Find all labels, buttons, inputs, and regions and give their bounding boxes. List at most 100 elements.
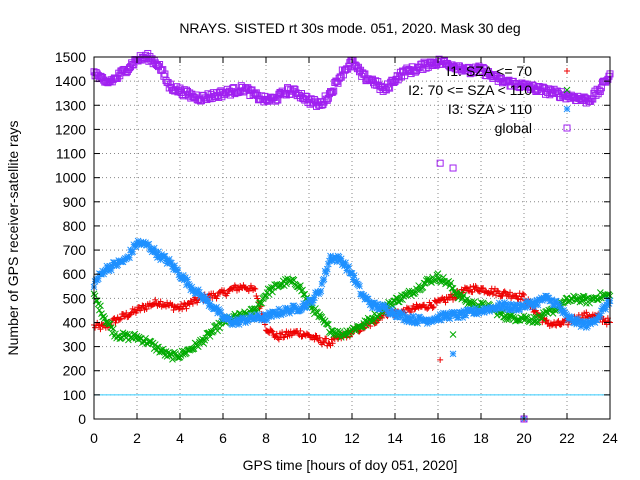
data-point <box>157 346 165 354</box>
data-point <box>429 304 436 311</box>
data-point <box>583 309 590 316</box>
data-point <box>97 302 104 310</box>
data-point <box>297 327 304 334</box>
x-ticks: 0 2 4 6 8 10 12 14 16 18 20 22 24 <box>90 57 618 446</box>
data-point <box>430 304 437 311</box>
data-point <box>96 306 103 314</box>
series-i3-sza-110 <box>90 237 614 331</box>
x-tick-label: 0 <box>90 430 98 446</box>
x-tick-label: 8 <box>262 430 270 446</box>
y-tick-label: 1200 <box>55 121 86 137</box>
data-point <box>281 334 288 341</box>
legend-label: I1: SZA <= 70 <box>446 63 532 79</box>
data-point <box>501 288 508 295</box>
data-point <box>359 69 367 77</box>
data-point <box>188 345 196 353</box>
data-point <box>155 343 162 351</box>
data-point <box>272 97 280 105</box>
legend: I1: SZA <= 70 I2: 70 <= SZA < 110 I3: SZA … <box>408 63 571 136</box>
data-point <box>214 292 221 299</box>
data-point <box>213 295 220 302</box>
data-point <box>538 315 546 322</box>
x-tick-label: 16 <box>430 430 446 446</box>
data-point <box>110 315 117 322</box>
data-point <box>97 326 104 333</box>
data-point <box>356 282 363 290</box>
data-point <box>157 298 164 305</box>
data-point <box>557 321 564 328</box>
data-point <box>464 300 472 308</box>
data-point <box>269 328 276 335</box>
data-point <box>263 316 271 324</box>
data-point <box>434 270 442 277</box>
data-point <box>437 316 445 324</box>
data-point <box>256 299 263 307</box>
data-point <box>245 287 252 294</box>
y-tick-label: 900 <box>63 194 87 210</box>
data-point <box>578 298 586 305</box>
data-point <box>279 329 286 336</box>
data-point <box>119 258 127 266</box>
data-point <box>476 288 483 295</box>
y-tick-label: 400 <box>63 314 87 330</box>
y-tick-label: 200 <box>63 363 87 379</box>
data-point <box>127 333 134 341</box>
data-point <box>129 248 137 256</box>
data-point <box>316 334 323 341</box>
chart-title: NRAYS. SISTED rt 30s mode. 051, 2020. Ma… <box>179 20 520 36</box>
data-point <box>323 320 331 328</box>
y-tick-label: 700 <box>63 242 87 258</box>
data-point <box>491 71 499 79</box>
y-tick-label: 0 <box>78 411 86 427</box>
y-axis-label: Number of GPS receiver-satellite rays <box>5 121 21 356</box>
data-point <box>411 306 418 313</box>
x-tick-label: 10 <box>301 430 317 446</box>
data-point <box>424 305 431 312</box>
data-point <box>179 306 186 313</box>
y-tick-label: 1100 <box>56 146 86 162</box>
data-point <box>102 318 110 326</box>
data-point <box>362 321 370 329</box>
data-point <box>602 306 610 313</box>
data-point <box>605 72 613 80</box>
data-point <box>503 316 511 323</box>
y-tick-label: 100 <box>63 387 87 403</box>
data-point <box>457 290 464 298</box>
data-point <box>174 354 182 362</box>
data-point <box>183 305 190 312</box>
data-point <box>321 339 328 346</box>
data-point <box>189 300 196 307</box>
x-tick-label: 24 <box>602 430 618 446</box>
legend-marker <box>563 105 571 113</box>
data-point <box>595 86 603 94</box>
data-point <box>324 321 332 328</box>
outlier-point <box>437 356 444 363</box>
data-point <box>243 85 251 93</box>
data-point <box>288 307 296 315</box>
data-point <box>350 272 358 279</box>
x-tick-label: 22 <box>559 430 575 446</box>
legend-marker <box>563 124 571 132</box>
data-point <box>188 283 196 291</box>
data-point <box>127 311 134 318</box>
data-point <box>297 282 304 289</box>
y-tick-label: 1400 <box>55 73 86 89</box>
data-point <box>274 335 281 342</box>
data-point <box>345 263 353 270</box>
data-point <box>521 291 527 298</box>
data-point <box>596 87 604 95</box>
data-point <box>318 280 326 288</box>
data-point <box>329 88 337 96</box>
data-point <box>560 319 567 326</box>
data-point <box>579 292 587 300</box>
data-point <box>264 285 272 293</box>
data-point <box>447 279 455 287</box>
data-point <box>101 315 109 322</box>
y-tick-label: 1300 <box>55 97 86 113</box>
data-point <box>194 299 201 306</box>
legend-label: I2: 70 <= SZA < 110 <box>408 82 532 98</box>
data-point <box>323 265 331 273</box>
data-point <box>330 87 338 95</box>
data-point <box>539 319 546 326</box>
